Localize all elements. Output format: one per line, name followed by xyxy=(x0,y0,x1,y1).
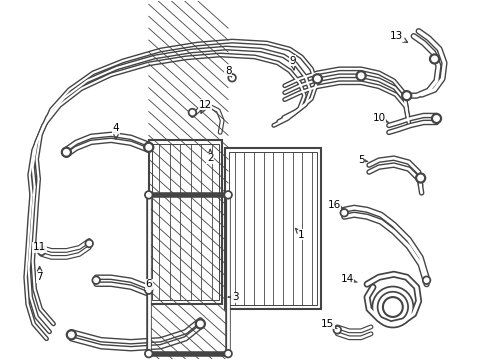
Text: 10: 10 xyxy=(372,113,389,123)
Circle shape xyxy=(94,278,98,282)
Text: 7: 7 xyxy=(36,266,43,282)
Circle shape xyxy=(424,278,429,282)
Circle shape xyxy=(147,288,151,292)
Text: 15: 15 xyxy=(321,319,337,329)
Circle shape xyxy=(432,56,437,62)
Circle shape xyxy=(226,193,230,197)
Circle shape xyxy=(87,241,92,246)
Text: 9: 9 xyxy=(289,56,296,70)
Bar xyxy=(149,140,222,304)
Bar xyxy=(225,148,321,309)
Circle shape xyxy=(145,350,153,357)
Circle shape xyxy=(189,109,196,117)
Circle shape xyxy=(61,147,72,157)
Text: 1: 1 xyxy=(295,229,305,239)
Bar xyxy=(152,144,219,300)
Circle shape xyxy=(432,113,441,123)
Circle shape xyxy=(340,209,348,217)
Circle shape xyxy=(416,173,426,183)
Text: 12: 12 xyxy=(198,100,212,113)
Circle shape xyxy=(434,116,439,121)
Circle shape xyxy=(190,111,195,115)
Circle shape xyxy=(228,74,236,82)
Text: 4: 4 xyxy=(113,123,120,139)
Circle shape xyxy=(39,249,44,254)
Circle shape xyxy=(147,193,151,197)
Circle shape xyxy=(226,351,230,356)
Circle shape xyxy=(64,149,69,155)
Circle shape xyxy=(196,319,205,329)
Circle shape xyxy=(224,191,232,199)
Circle shape xyxy=(224,350,232,357)
Circle shape xyxy=(333,326,341,334)
Text: 5: 5 xyxy=(358,155,368,165)
Circle shape xyxy=(422,276,431,284)
Circle shape xyxy=(85,239,93,247)
Circle shape xyxy=(69,332,74,338)
Circle shape xyxy=(66,330,76,340)
Circle shape xyxy=(418,175,423,181)
Text: 3: 3 xyxy=(228,292,239,302)
Text: 14: 14 xyxy=(341,274,357,284)
Text: 6: 6 xyxy=(146,279,152,289)
Text: 2: 2 xyxy=(207,149,214,163)
Circle shape xyxy=(147,351,151,356)
Circle shape xyxy=(145,286,153,294)
Text: 11: 11 xyxy=(33,243,46,252)
Circle shape xyxy=(402,91,412,100)
Bar xyxy=(229,152,318,305)
Circle shape xyxy=(38,247,46,255)
Circle shape xyxy=(404,93,410,98)
Circle shape xyxy=(144,142,154,152)
Circle shape xyxy=(230,76,234,80)
Circle shape xyxy=(335,328,340,332)
Circle shape xyxy=(358,73,364,78)
Text: 8: 8 xyxy=(225,66,231,77)
Circle shape xyxy=(342,211,346,215)
Circle shape xyxy=(315,76,320,81)
Circle shape xyxy=(92,276,100,284)
Text: 13: 13 xyxy=(390,31,408,42)
Circle shape xyxy=(356,71,366,81)
Circle shape xyxy=(430,54,440,64)
Bar xyxy=(149,195,228,354)
Circle shape xyxy=(145,191,153,199)
Circle shape xyxy=(313,74,322,84)
Circle shape xyxy=(197,321,203,327)
Circle shape xyxy=(146,144,151,150)
Text: 16: 16 xyxy=(328,200,344,210)
